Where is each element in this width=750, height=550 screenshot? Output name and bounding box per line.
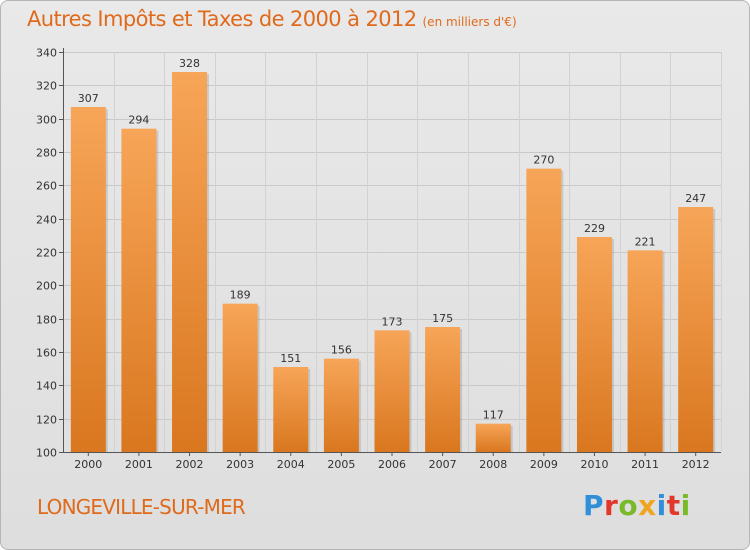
y-tick-label: 160 [36,347,57,360]
bar [70,107,106,452]
logo-letter: P [583,489,605,522]
x-tick-label: 2002 [176,458,204,471]
data-label: 173 [382,315,403,328]
bar [526,168,562,452]
y-tick-label: 260 [36,180,57,193]
data-label: 294 [128,114,149,127]
town-name: LONGEVILLE-SUR-MER [37,495,246,519]
chart-title-text: Autres Impôts et Taxes de 2000 à 2012 [27,7,417,31]
x-tick-label: 2010 [580,458,608,471]
data-label: 221 [635,235,656,248]
logo-letter: x [638,489,657,522]
y-tick-label: 300 [36,114,57,127]
proxiti-logo[interactable]: Proxiti [583,489,691,522]
data-label: 328 [179,57,200,70]
x-tick-label: 2011 [631,458,659,471]
data-label: 156 [331,344,352,357]
data-label: 270 [533,154,554,167]
x-tick-label: 2000 [74,458,102,471]
bar [374,330,410,452]
y-tick-label: 120 [36,414,57,427]
bars: 307 294 328 189 151 156 173 175 117 270 229 221 247 [70,57,716,452]
x-tick-label: 2003 [226,458,254,471]
y-tick-label: 280 [36,147,57,160]
logo-letter: i [656,489,667,522]
x-tick-label: 2006 [378,458,406,471]
chart-title: Autres Impôts et Taxes de 2000 à 2012 (en… [27,7,517,31]
x-tick-label: 2007 [429,458,457,471]
data-label: 229 [584,222,605,235]
logo-letter: i [680,489,691,522]
data-label: 247 [685,192,706,205]
bar [172,72,208,452]
logo-letter: r [604,489,619,522]
y-tick-label: 200 [36,280,57,293]
bar [425,327,461,452]
x-tick-label: 2012 [682,458,710,471]
x-tick-label: 2008 [479,458,507,471]
x-tick-label: 2009 [530,458,558,471]
y-tick-label: 100 [36,447,57,460]
y-tick-label: 240 [36,214,57,227]
y-tick-label: 140 [36,380,57,393]
y-tick-label: 180 [36,314,57,327]
bar [475,423,511,452]
axes: 100 120 140 160 180 200 220 240 260 280 300 320 340 2… [36,47,721,471]
y-tick-label: 340 [36,47,57,60]
x-tick-label: 2001 [125,458,153,471]
data-label: 189 [230,289,251,302]
x-tick-label: 2004 [277,458,305,471]
bar [678,207,714,452]
bar [222,303,258,452]
bar [121,128,157,452]
data-label: 307 [78,92,99,105]
bar [323,358,359,452]
bar [273,367,309,452]
bar [576,237,612,452]
unit-note: (en milliers d'€) [422,15,517,29]
logo-letter: o [618,489,639,522]
data-label: 175 [432,312,453,325]
y-tick-label: 320 [36,80,57,93]
y-tick-label: 220 [36,247,57,260]
x-tick-label: 2005 [327,458,355,471]
data-label: 117 [483,409,504,422]
logo-letter: t [666,489,681,522]
bar [627,250,663,452]
data-label: 151 [280,352,301,365]
